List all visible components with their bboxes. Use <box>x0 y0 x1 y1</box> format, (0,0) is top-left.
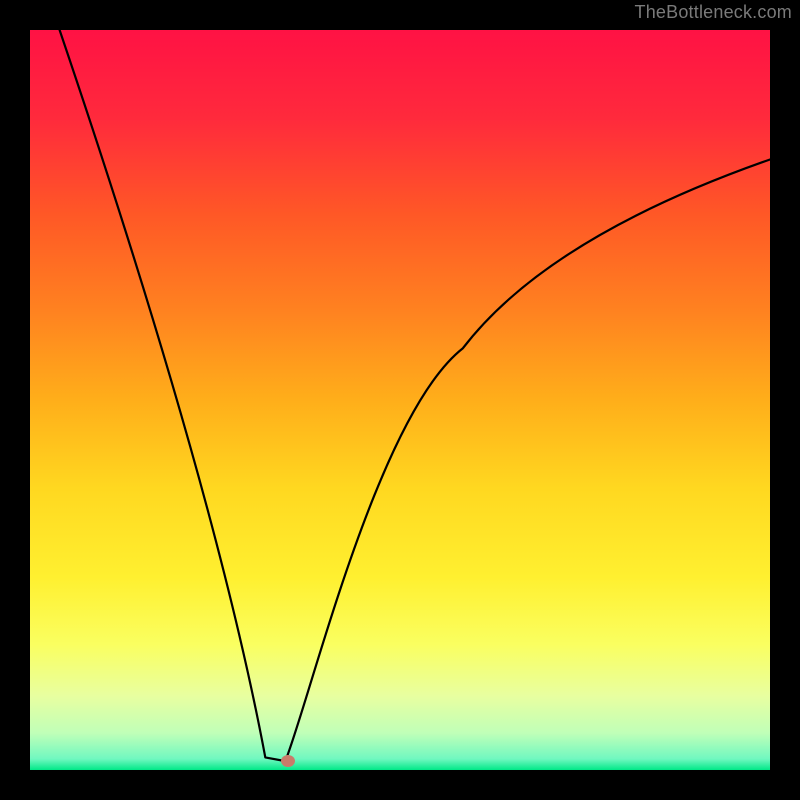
optimum-marker <box>281 755 295 767</box>
chart-curve-layer <box>30 30 770 770</box>
chart-plot-area <box>30 30 770 770</box>
bottleneck-curve <box>60 30 770 761</box>
watermark-text: TheBottleneck.com <box>635 2 792 23</box>
